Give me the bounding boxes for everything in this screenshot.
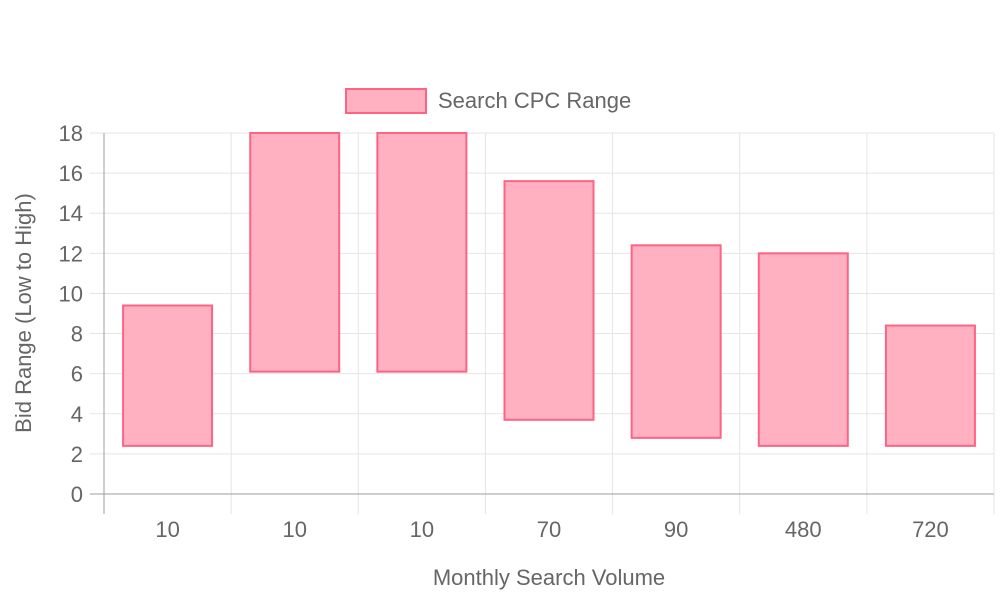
y-tick-label: 8: [71, 322, 83, 347]
y-tick-label: 18: [59, 121, 83, 146]
range-bar[interactable]: [249, 132, 341, 373]
x-tick-label: 70: [537, 517, 561, 542]
bars-layer: [122, 132, 976, 447]
range-bar[interactable]: [376, 132, 468, 373]
x-tick-label: 10: [282, 517, 306, 542]
legend[interactable]: Search CPC Range: [345, 88, 631, 114]
x-axis-title: Monthly Search Volume: [433, 565, 665, 590]
y-tick-label: 10: [59, 281, 83, 306]
y-tick-label: 0: [71, 482, 83, 507]
range-bar[interactable]: [122, 304, 214, 447]
range-bar[interactable]: [630, 244, 722, 439]
y-tick-label: 6: [71, 362, 83, 387]
range-bar[interactable]: [503, 180, 595, 421]
y-tick-label: 14: [59, 201, 83, 226]
range-bar[interactable]: [884, 324, 976, 447]
y-axis-title: Bid Range (Low to High): [11, 193, 36, 433]
legend-swatch[interactable]: [345, 88, 427, 114]
x-tick-label: 480: [785, 517, 822, 542]
y-tick-label: 12: [59, 241, 83, 266]
axis-layer: 0 2 4 6 8 10 12 14 16 18 10 10 10 70 90 480 720: [59, 121, 994, 542]
x-tick-label: 720: [912, 517, 949, 542]
y-tick-label: 4: [71, 402, 83, 427]
y-tick-label: 2: [71, 442, 83, 467]
range-bar[interactable]: [757, 252, 849, 447]
x-tick-label: 90: [664, 517, 688, 542]
x-tick-label: 10: [155, 517, 179, 542]
y-tick-label: 16: [59, 161, 83, 186]
legend-label[interactable]: Search CPC Range: [438, 88, 631, 113]
x-tick-label: 10: [410, 517, 434, 542]
